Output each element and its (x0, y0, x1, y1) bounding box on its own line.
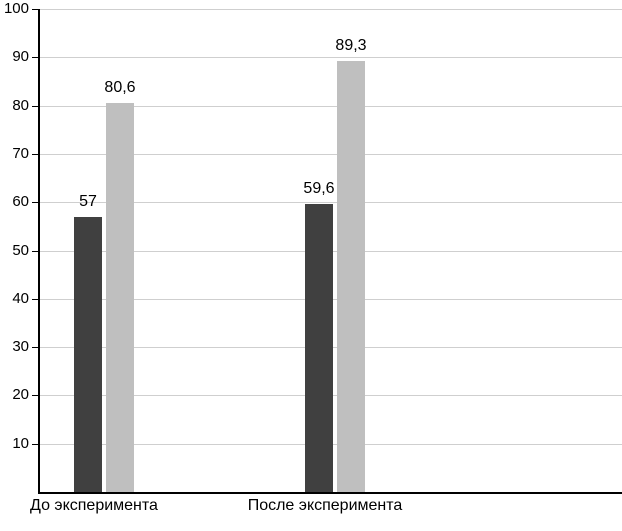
y-tick-90 (32, 57, 38, 59)
bar-value-label: 80,6 (104, 78, 136, 96)
y-tick-50 (32, 250, 38, 252)
gridline-70 (40, 153, 622, 155)
category-label: До эксперимента (30, 497, 158, 514)
y-tick-100 (32, 9, 38, 10)
gridline-60 (40, 202, 622, 204)
y-tick-label-40: 40 (12, 289, 29, 307)
bar-value-label: 89,3 (335, 36, 367, 54)
bar-value-label: 59,6 (303, 180, 335, 198)
y-tick-label-50: 50 (12, 241, 29, 259)
y-tick-label-60: 60 (12, 193, 29, 211)
x-axis-category-labels: До эксперимента После эксперимента (30, 496, 620, 520)
y-tick-label-70: 70 (12, 144, 29, 162)
y-tick-30 (32, 347, 38, 349)
plot-area: 57 80,6 59,6 89,3 (32, 9, 622, 494)
gridline-90 (40, 57, 622, 59)
y-tick-label-90: 90 (12, 48, 29, 66)
y-axis-tick-labels: 10 20 30 40 50 60 70 80 90 100 (0, 0, 34, 492)
y-tick-label-10: 10 (12, 434, 29, 452)
y-tick-80 (32, 105, 38, 107)
y-tick-label-30: 30 (12, 338, 29, 356)
bar-cat0-series0 (74, 216, 102, 492)
bar-cat1-series1 (337, 60, 365, 492)
y-tick-40 (32, 298, 38, 300)
y-tick-label-20: 20 (12, 386, 29, 404)
category-label: После эксперимента (247, 497, 403, 514)
bar-cat0-series1 (106, 102, 134, 492)
bar-cat1-series0 (305, 204, 333, 492)
bar-value-label: 57 (79, 192, 97, 210)
y-tick-70 (32, 153, 38, 155)
gridline-100 (40, 9, 622, 10)
y-tick-label-80: 80 (12, 96, 29, 114)
y-tick-label-100: 100 (3, 0, 29, 17)
y-tick-60 (32, 202, 38, 204)
y-tick-10 (32, 443, 38, 445)
gridline-80 (40, 105, 622, 107)
y-tick-20 (32, 395, 38, 397)
